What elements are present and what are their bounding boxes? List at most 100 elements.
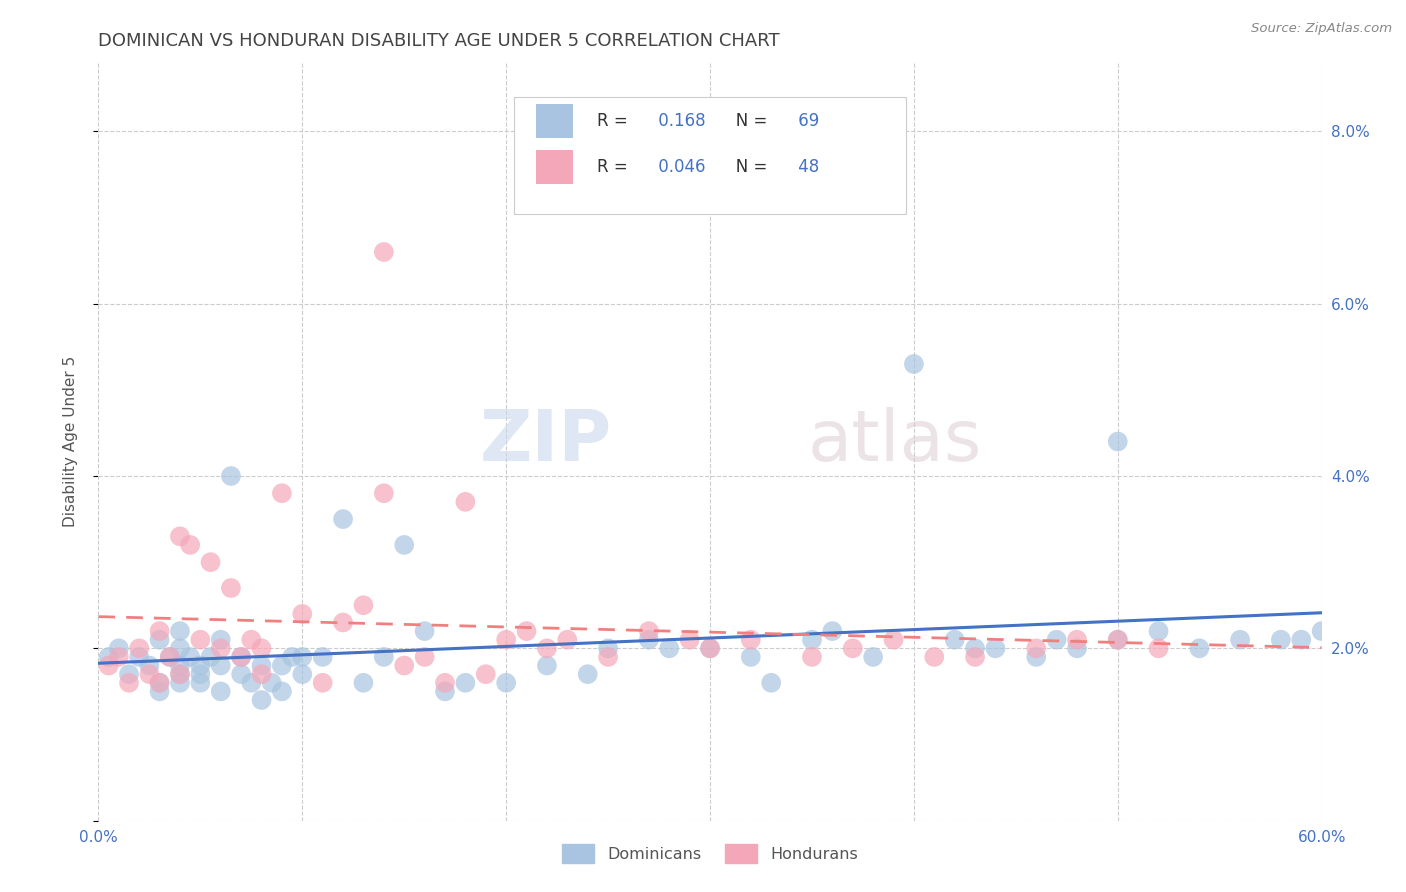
- Point: [495, 675, 517, 690]
- Point: [495, 632, 517, 647]
- Point: [128, 649, 150, 664]
- Point: [1025, 649, 1047, 664]
- Point: [270, 658, 294, 673]
- Point: [149, 684, 172, 698]
- Point: [821, 624, 844, 639]
- Point: [352, 599, 374, 613]
- Text: 69: 69: [793, 112, 820, 130]
- Point: [1147, 624, 1170, 639]
- Point: [373, 244, 395, 259]
- Point: [373, 486, 395, 500]
- Point: [200, 649, 222, 664]
- Point: [1025, 641, 1047, 656]
- Point: [240, 675, 263, 690]
- Point: [352, 675, 374, 690]
- Text: 0.046: 0.046: [652, 158, 704, 176]
- FancyBboxPatch shape: [536, 104, 574, 138]
- Point: [801, 649, 824, 664]
- Point: [138, 658, 160, 673]
- FancyBboxPatch shape: [536, 150, 574, 184]
- Point: [159, 649, 181, 664]
- Point: [965, 641, 987, 656]
- Text: DOMINICAN VS HONDURAN DISABILITY AGE UNDER 5 CORRELATION CHART: DOMINICAN VS HONDURAN DISABILITY AGE UND…: [98, 32, 780, 50]
- Text: ZIP: ZIP: [479, 407, 612, 476]
- FancyBboxPatch shape: [515, 96, 905, 214]
- Point: [209, 684, 232, 698]
- Point: [1107, 632, 1129, 647]
- Point: [219, 469, 242, 483]
- Point: [454, 495, 477, 509]
- Text: N =: N =: [720, 112, 772, 130]
- Point: [434, 675, 457, 690]
- Point: [862, 649, 884, 664]
- Legend: Dominicans, Hondurans: Dominicans, Hondurans: [555, 838, 865, 870]
- Point: [169, 529, 191, 543]
- Point: [138, 667, 160, 681]
- Point: [169, 641, 191, 656]
- Point: [291, 607, 314, 621]
- Point: [231, 649, 253, 664]
- Point: [270, 486, 294, 500]
- Point: [250, 693, 273, 707]
- Point: [219, 581, 242, 595]
- Point: [250, 667, 273, 681]
- Point: [373, 649, 395, 664]
- Point: [169, 675, 191, 690]
- Point: [1107, 632, 1129, 647]
- Point: [188, 667, 212, 681]
- Point: [118, 675, 141, 690]
- Point: [188, 658, 212, 673]
- Point: [516, 624, 538, 639]
- Point: [231, 649, 253, 664]
- Point: [841, 641, 863, 656]
- Point: [536, 658, 558, 673]
- Point: [291, 649, 314, 664]
- Point: [209, 641, 232, 656]
- Text: Source: ZipAtlas.com: Source: ZipAtlas.com: [1251, 22, 1392, 36]
- Point: [169, 658, 191, 673]
- Point: [1310, 624, 1333, 639]
- Point: [413, 649, 436, 664]
- Point: [188, 675, 212, 690]
- Point: [291, 667, 314, 681]
- Point: [332, 615, 354, 630]
- Point: [1066, 641, 1088, 656]
- Point: [699, 641, 721, 656]
- Text: R =: R =: [598, 112, 634, 130]
- Point: [312, 649, 335, 664]
- Point: [1147, 641, 1170, 656]
- Point: [1188, 641, 1211, 656]
- Point: [108, 649, 131, 664]
- Point: [149, 632, 172, 647]
- Point: [209, 658, 232, 673]
- Point: [240, 632, 263, 647]
- Point: [761, 675, 783, 690]
- Point: [536, 641, 558, 656]
- Text: atlas: atlas: [808, 407, 983, 476]
- Point: [149, 624, 172, 639]
- Point: [250, 658, 273, 673]
- Point: [312, 675, 335, 690]
- Point: [169, 667, 191, 681]
- Point: [169, 667, 191, 681]
- Text: 0.168: 0.168: [652, 112, 706, 130]
- Point: [984, 641, 1007, 656]
- Point: [209, 632, 232, 647]
- Point: [576, 667, 599, 681]
- Y-axis label: Disability Age Under 5: Disability Age Under 5: [63, 356, 77, 527]
- Point: [97, 649, 120, 664]
- Point: [108, 641, 131, 656]
- Point: [1291, 632, 1313, 647]
- Point: [332, 512, 354, 526]
- Point: [128, 641, 150, 656]
- Point: [598, 649, 620, 664]
- Point: [1107, 434, 1129, 449]
- Point: [159, 649, 181, 664]
- Text: 48: 48: [793, 158, 820, 176]
- Point: [943, 632, 966, 647]
- Point: [250, 641, 273, 656]
- Point: [231, 667, 253, 681]
- Point: [434, 684, 457, 698]
- Point: [270, 684, 294, 698]
- Point: [260, 675, 283, 690]
